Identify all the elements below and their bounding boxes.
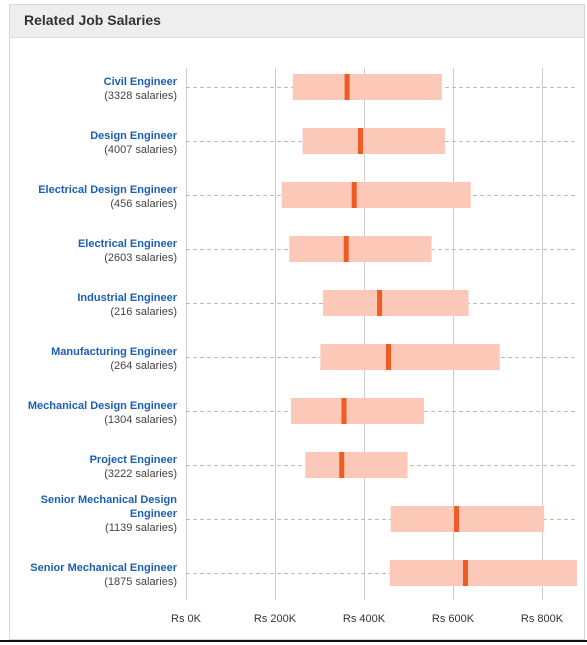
x-tick-label: Rs 800K xyxy=(521,613,564,625)
median-marker xyxy=(462,560,468,586)
job-title-link[interactable]: Manufacturing Engineer xyxy=(51,346,178,358)
median-marker xyxy=(344,74,350,100)
x-tick-label: Rs 200K xyxy=(254,613,297,625)
job-title-link[interactable]: Senior Mechanical Design xyxy=(41,494,178,506)
salary-range-bar xyxy=(390,506,545,532)
salary-range-bar xyxy=(389,560,577,586)
job-title-link[interactable]: Senior Mechanical Engineer xyxy=(30,562,177,574)
median-marker xyxy=(385,344,391,370)
job-title-link[interactable]: Electrical Design Engineer xyxy=(38,184,177,196)
median-marker xyxy=(357,128,363,154)
salary-count: (4007 salaries) xyxy=(104,144,177,156)
salary-count: (1139 salaries) xyxy=(105,522,177,534)
salary-range-bar xyxy=(305,452,408,478)
median-marker xyxy=(351,182,357,208)
median-marker xyxy=(454,506,460,532)
salary-count: (3222 salaries) xyxy=(104,468,177,480)
salary-range-bar xyxy=(289,236,432,262)
job-title-link[interactable]: Project Engineer xyxy=(90,454,178,466)
salary-count: (1875 salaries) xyxy=(104,576,177,588)
job-title-link[interactable]: Design Engineer xyxy=(90,130,178,142)
salary-range-bar xyxy=(323,290,469,316)
median-marker xyxy=(377,290,383,316)
salary-range-bar xyxy=(320,344,500,370)
salary-count: (1304 salaries) xyxy=(104,414,177,426)
salary-range-bar xyxy=(292,74,442,100)
x-tick-label: Rs 0K xyxy=(171,613,202,625)
panel-header: Related Job Salaries xyxy=(10,5,584,38)
salary-count: (216 salaries) xyxy=(110,306,177,318)
salary-count: (2603 salaries) xyxy=(104,252,177,264)
salary-count: (264 salaries) xyxy=(110,360,177,372)
salary-count: (456 salaries) xyxy=(110,198,177,210)
panel-title: Related Job Salaries xyxy=(24,12,161,28)
salary-range-bar xyxy=(281,182,471,208)
bottom-divider xyxy=(0,640,587,642)
job-title-link[interactable]: Mechanical Design Engineer xyxy=(28,400,178,412)
salary-range-bar xyxy=(291,398,425,424)
related-job-salaries-panel: Related Job Salaries xyxy=(9,4,585,640)
x-tick-label: Rs 600K xyxy=(432,613,475,625)
salary-range-bar xyxy=(302,128,445,154)
median-marker xyxy=(341,398,347,424)
median-marker xyxy=(339,452,345,478)
median-marker xyxy=(343,236,349,262)
job-title-link[interactable]: Engineer xyxy=(130,508,178,520)
job-title-link[interactable]: Civil Engineer xyxy=(104,76,178,88)
job-title-link[interactable]: Industrial Engineer xyxy=(77,292,177,304)
x-tick-label: Rs 400K xyxy=(343,613,386,625)
salary-count: (3328 salaries) xyxy=(104,90,177,102)
job-title-link[interactable]: Electrical Engineer xyxy=(78,238,178,250)
